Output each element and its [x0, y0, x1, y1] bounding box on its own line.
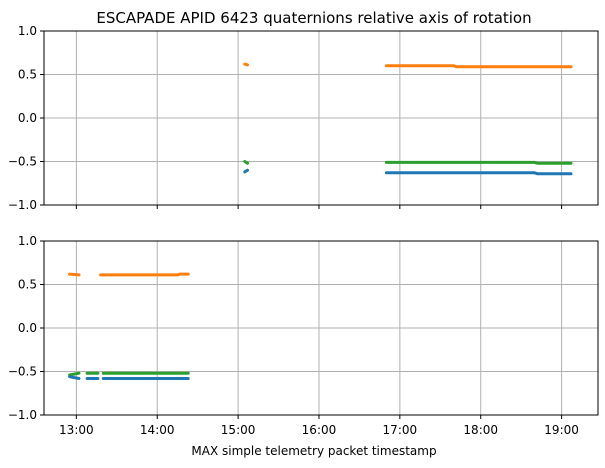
- chart-title: ESCAPADE APID 6423 quaternions relative …: [96, 9, 531, 27]
- x-tick-label: 15:00: [221, 423, 256, 437]
- y-tick-label: 0.5: [18, 278, 37, 292]
- series-1-segment-0: [243, 160, 249, 165]
- series-0-segment-1: [99, 272, 190, 277]
- series-0-segment-0: [243, 62, 249, 67]
- x-tick-label: 14:00: [140, 423, 175, 437]
- x-tick-label: 13:00: [59, 423, 94, 437]
- x-axis-label: MAX simple telemetry packet timestamp: [191, 444, 436, 458]
- y-tick-label: −0.5: [8, 155, 37, 169]
- y-tick-label: −0.5: [8, 365, 37, 379]
- x-tick-label: 18:00: [463, 423, 498, 437]
- x-tick-label: 16:00: [302, 423, 337, 437]
- y-tick-label: 0.0: [18, 321, 37, 335]
- y-tick-label: 1.0: [18, 234, 37, 248]
- series-0-segment-0: [68, 272, 81, 277]
- y-tick-label: −1.0: [8, 408, 37, 422]
- series-0-segment-1: [384, 64, 573, 69]
- x-tick-label: 17:00: [383, 423, 418, 437]
- y-tick-label: 1.0: [18, 24, 37, 38]
- series-1-segment-0: [68, 371, 81, 377]
- series-2-segment-1: [384, 171, 573, 176]
- y-tick-label: 0.0: [18, 111, 37, 125]
- y-tick-label: −1.0: [8, 198, 37, 212]
- top-panel: −1.0 −0.5 0.0 0.5 1.0: [8, 24, 599, 212]
- bottom-panel: −1.0 −0.5 0.0 0.5 1.0 13:00 14:00 15:00 16:00 17:…: [8, 234, 599, 437]
- y-tick-label: 0.5: [18, 68, 37, 82]
- series-1-segment-1: [384, 160, 573, 165]
- series-2-segment-0: [243, 168, 249, 174]
- x-tick-label: 19:00: [544, 423, 579, 437]
- series-2-segment-0: [68, 375, 81, 380]
